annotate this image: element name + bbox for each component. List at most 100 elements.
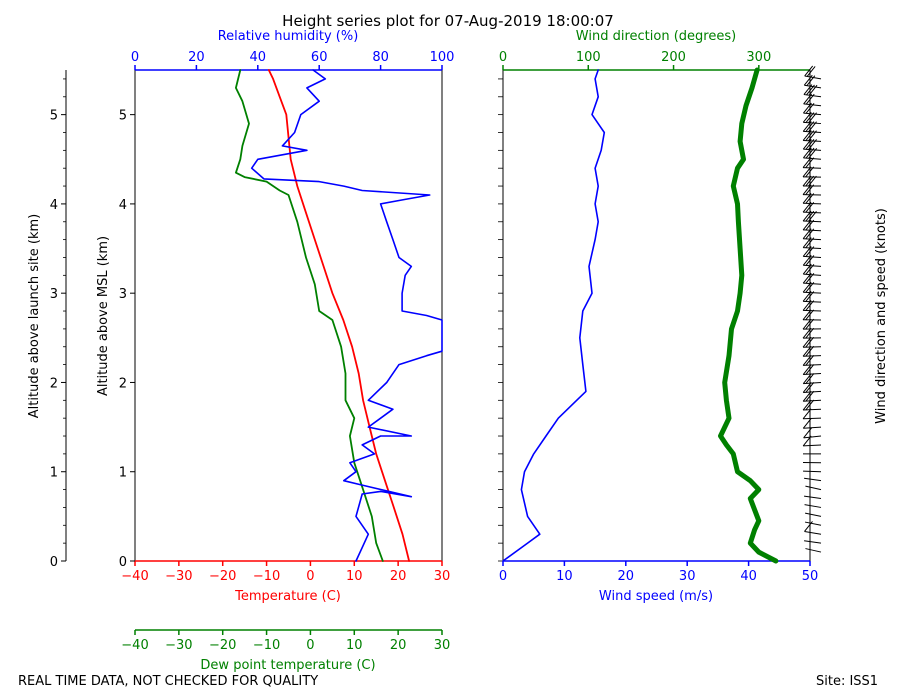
wind-barb-shaft	[803, 426, 822, 429]
wind-barb-flag	[802, 373, 812, 384]
wind-barb-shaft	[804, 530, 822, 535]
wind-barb-flag	[802, 327, 812, 339]
wind-speed-tick-label: 50	[802, 569, 819, 584]
humidity-line	[250, 69, 443, 562]
dewpoint-tick-label: −40	[121, 638, 148, 653]
wind-barb-shaft	[803, 130, 822, 133]
wind-direction-tick-label: 300	[746, 50, 771, 65]
wind-barb-flag	[805, 345, 815, 357]
temperature-tick-label: 30	[434, 569, 451, 584]
wind-barb-shaft	[804, 495, 822, 500]
wind-barb-flag	[805, 399, 815, 411]
quality-note: REAL TIME DATA, NOT CHECKED FOR QUALITY	[18, 674, 319, 689]
wind-barb-shaft	[803, 435, 822, 439]
wind-barb-shaft	[804, 540, 822, 544]
launch-site-axis-label: Altitude above launch site (km)	[27, 214, 42, 418]
humidity-tick-label: 40	[250, 50, 267, 65]
wind-barb-shaft	[805, 485, 822, 491]
wind-barb-flag	[805, 327, 815, 339]
humidity-tick-label: 80	[372, 50, 389, 65]
wind-barb-shaft	[805, 512, 822, 517]
wind-barb-flag	[802, 336, 812, 348]
wind-speed-line	[502, 69, 606, 562]
wind-barb-flag	[802, 382, 812, 393]
wind-barb-flag	[805, 364, 815, 375]
humidity-tick-label: 100	[430, 50, 455, 65]
wind-barb-flag	[804, 65, 814, 77]
wind-barb-flag	[802, 157, 812, 168]
wind-speed-tick-label: 30	[679, 569, 696, 584]
dewpoint-tick-label: −20	[209, 638, 236, 653]
dewpoint-tick-label: 20	[390, 638, 407, 653]
wind-barb-flag	[802, 318, 812, 330]
wind-barb-shaft	[804, 521, 822, 526]
axis-ticks: −40 −30 −20 −10 0 10 20 30−40 −30 −20 −10 0 10 20 300 2…	[50, 50, 819, 653]
wind-barb-shaft	[803, 202, 822, 205]
wind-speed-tick-label: 10	[556, 569, 573, 584]
wind-barb-flag	[802, 345, 812, 357]
wind-plot-area	[502, 69, 811, 562]
wind-barb-flag	[805, 336, 815, 348]
wind-speed-axis-label: Wind speed (m/s)	[599, 589, 713, 604]
humidity-tick-label: 0	[131, 50, 139, 65]
wind-speed-tick-label: 0	[499, 569, 507, 584]
wind-direction-tick-label: 0	[499, 50, 507, 65]
dewpoint-tick-label: 0	[306, 638, 314, 653]
msl-tick-label: 1	[119, 466, 127, 481]
launch-site-tick-label: 5	[50, 109, 58, 124]
launch-site-tick-label: 3	[50, 287, 58, 302]
wind-direction-tick-label: 100	[576, 50, 601, 65]
wind-speed-tick-label: 20	[618, 569, 635, 584]
launch-site-tick-label: 2	[50, 376, 58, 391]
humidity-axis-label: Relative humidity (%)	[218, 29, 359, 44]
wind-barb-flag	[805, 373, 815, 384]
wind-barb-shaft	[803, 444, 822, 447]
wind-barbs	[802, 65, 822, 553]
wind-barb-flag	[806, 66, 816, 77]
wind-barb-flag	[802, 408, 812, 420]
temperature-line	[267, 69, 411, 562]
msl-tick-label: 2	[119, 376, 127, 391]
msl-tick-label: 5	[119, 109, 127, 124]
wind-barb-flag	[805, 175, 815, 187]
temperature-tick-label: −40	[121, 569, 148, 584]
wind-barb-flag	[802, 355, 812, 366]
wind-barb-flag	[805, 157, 815, 168]
dewpoint-tick-label: 30	[434, 638, 451, 653]
wind-barb-flag	[805, 382, 815, 393]
launch-site-tick-label: 4	[50, 198, 58, 213]
wind-barb-shaft	[804, 477, 822, 482]
wind-barb-shaft	[803, 167, 822, 169]
wind-barb-shaft	[803, 417, 822, 420]
wind-barb-shaft	[803, 229, 822, 232]
wind-barb-flag	[802, 417, 812, 429]
wind-barb-flag	[802, 309, 812, 321]
wind-direction-axis-label: Wind direction (degrees)	[576, 29, 736, 44]
msl-tick-label: 3	[119, 287, 127, 302]
wind-barb-flag	[805, 354, 815, 366]
temperature-tick-label: −10	[253, 569, 280, 584]
wind-barb-flag	[802, 390, 812, 402]
dewpoint-tick-label: 10	[346, 638, 363, 653]
temperature-axis-label: Temperature (C)	[234, 589, 341, 604]
wind-barb-flag	[802, 399, 812, 411]
wind-direction-tick-label: 200	[661, 50, 686, 65]
humidity-tick-label: 20	[188, 50, 205, 65]
humidity-tick-label: 60	[311, 50, 328, 65]
dewpoint-axis-label: Dew point temperature (C)	[200, 658, 375, 673]
msl-tick-label: 4	[119, 198, 127, 213]
wind-barb-flag	[802, 364, 812, 375]
temperature-tick-label: 0	[306, 569, 314, 584]
wind-barb-flag	[802, 175, 812, 187]
wind-speed-tick-label: 40	[740, 569, 757, 584]
wind-direction-line	[718, 67, 779, 564]
temperature-tick-label: −20	[209, 569, 236, 584]
wind-barb-flag	[805, 318, 815, 330]
wind-barb-flag	[805, 309, 815, 321]
temperature-tick-label: 20	[390, 569, 407, 584]
wind-barb-shaft	[804, 504, 822, 508]
launch-site-tick-label: 0	[50, 555, 58, 570]
wind-barb-flag	[803, 427, 813, 439]
msl-axis-label: Altitude above MSL (km)	[96, 236, 111, 396]
wind-barb-flag	[805, 390, 815, 402]
